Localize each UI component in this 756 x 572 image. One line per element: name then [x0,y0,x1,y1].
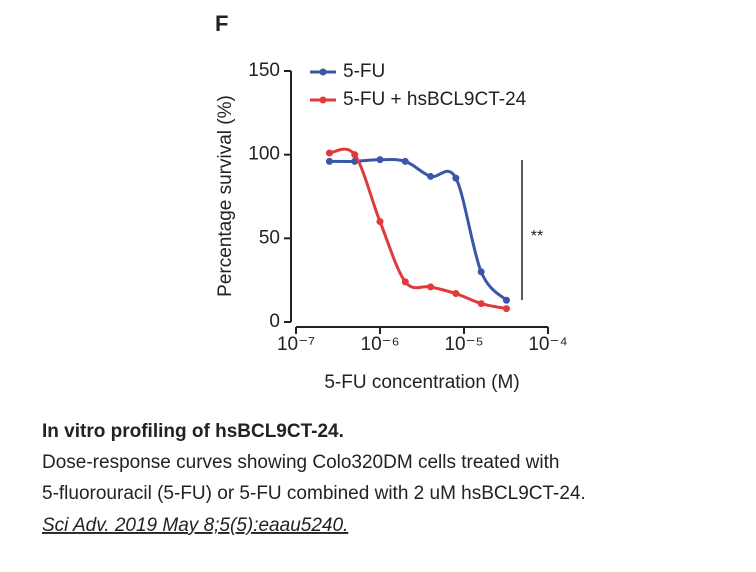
data-point [502,296,510,304]
data-point [351,151,359,159]
caption-line: 5-fluorouracil (5-FU) or 5-FU combined w… [42,483,586,504]
y-tick-label: 100 [248,144,280,165]
x-tick-label: 10⁻⁶ [361,334,400,355]
fit-curve [329,147,507,311]
y-tick-label: 0 [269,311,280,332]
y-tick-label: 50 [259,227,280,248]
legend-marker [319,96,327,104]
data-point [427,283,435,291]
data-point [477,300,485,308]
data-point [427,172,435,180]
data-point [477,268,485,276]
panel-label: F [215,11,228,36]
legend-label: 5-FU [343,61,385,82]
citation: Sci Adv. 2019 May 8;5(5):eaau5240. [42,515,348,536]
data-point [401,157,409,165]
data-point [452,174,460,182]
x-axis-label: 5-FU concentration (M) [324,372,519,393]
legend-label: 5-FU + hsBCL9CT-24 [343,89,527,110]
x-tick-label: 10⁻⁴ [528,334,567,355]
data-point [376,218,384,226]
x-tick-label: 10⁻⁵ [444,334,483,355]
data-point [376,156,384,164]
y-axis-label: Percentage survival (%) [215,95,236,297]
y-tick-label: 150 [248,60,280,81]
caption-title: In vitro profiling of hsBCL9CT-24. [42,421,344,442]
data-point [325,149,333,157]
legend-marker [319,68,327,76]
data-point [401,278,409,286]
data-point [452,290,460,298]
x-tick-label: 10⁻⁷ [277,334,315,355]
annotation: ** [531,228,543,245]
data-point [502,305,510,313]
fit-curve [329,157,508,302]
data-point [325,157,333,165]
caption-line: Dose-response curves showing Colo320DM c… [42,452,559,473]
